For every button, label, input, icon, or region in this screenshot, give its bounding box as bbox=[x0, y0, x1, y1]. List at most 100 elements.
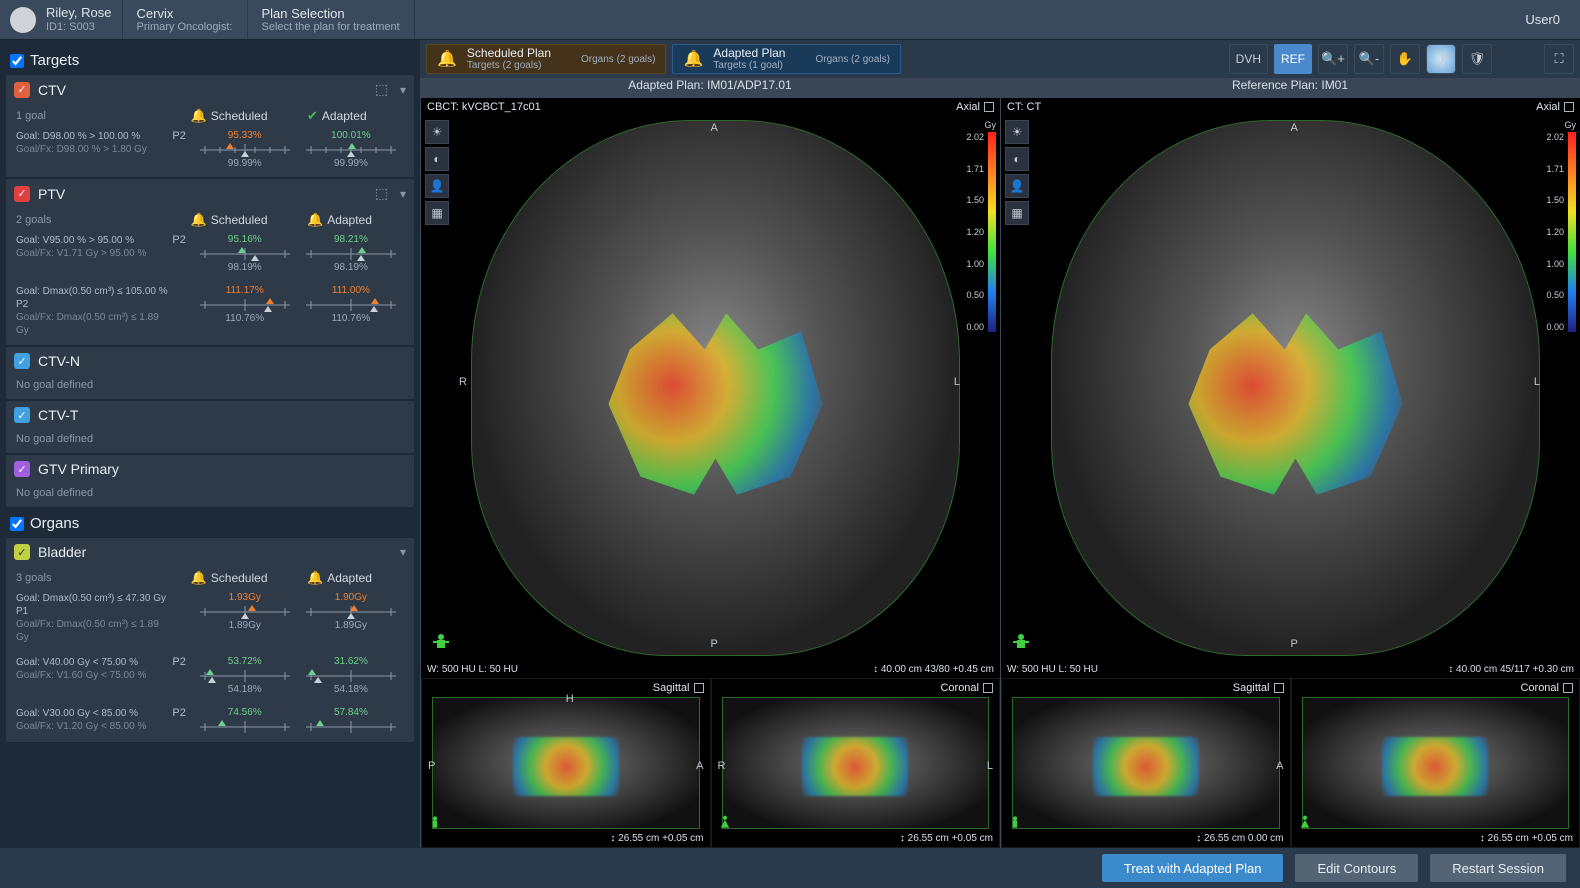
body-tool[interactable]: 👤 bbox=[1005, 174, 1029, 198]
pane-info: ↕ 26.55 cm +0.05 cm bbox=[900, 833, 993, 844]
organs-checkbox[interactable] bbox=[10, 517, 24, 531]
targets-checkbox[interactable] bbox=[10, 54, 24, 68]
check-icon: ✔ bbox=[307, 108, 318, 124]
contrast-tool[interactable]: ◐ bbox=[425, 147, 449, 171]
side-tools: ☀ ◐ 👤 ▦ bbox=[425, 120, 449, 225]
ctvt-head[interactable]: ✓ CTV-T bbox=[6, 401, 414, 429]
dose-overlay bbox=[513, 737, 619, 796]
maximize-icon[interactable] bbox=[1274, 683, 1284, 693]
ptv-goals: 2 goals bbox=[16, 214, 191, 226]
cube-icon[interactable]: ⬚ bbox=[375, 81, 388, 98]
ctvt-name: CTV-T bbox=[38, 407, 406, 423]
maximize-icon[interactable] bbox=[984, 102, 994, 112]
ctv-head[interactable]: ✓ CTV ⬚ ▾ bbox=[6, 75, 414, 104]
sagittal-pane-right[interactable]: Sagittal A ↕ 26.55 cm 0.00 cm bbox=[1001, 678, 1291, 848]
zoom-out-button[interactable]: 🔍- bbox=[1354, 44, 1384, 74]
contrast-tool[interactable]: ◐ bbox=[1005, 147, 1029, 171]
view-area: 🔔 Scheduled PlanTargets (2 goals) Organs… bbox=[420, 40, 1580, 848]
cube-icon[interactable]: ⬚ bbox=[375, 185, 388, 202]
treat-button[interactable]: Treat with Adapted Plan bbox=[1102, 854, 1284, 882]
pane-orient-label: Sagittal bbox=[653, 682, 690, 694]
adapted-plan-tab[interactable]: 🔔 Adapted PlanTargets (1 goal) Organs (2… bbox=[672, 44, 900, 74]
ctvn-checkbox[interactable]: ✓ bbox=[14, 353, 30, 369]
zoom-in-button[interactable]: 🔍+ bbox=[1318, 44, 1348, 74]
bladder-head[interactable]: ✓ Bladder ▾ bbox=[6, 538, 414, 566]
side-tools: ☀ ◐ 👤 ▦ bbox=[1005, 120, 1029, 225]
gtv-checkbox[interactable]: ✓ bbox=[14, 461, 30, 477]
dose-overlay bbox=[802, 737, 908, 796]
no-goal-label: No goal defined bbox=[6, 483, 414, 507]
patient-id: ID1: S003 bbox=[46, 21, 112, 34]
ctvn-head[interactable]: ✓CTV-N bbox=[6, 347, 414, 375]
bell-icon: 🔔 bbox=[191, 570, 207, 586]
pane-info: ↕ 26.55 cm +0.05 cm bbox=[1480, 833, 1573, 844]
ct-image bbox=[1012, 697, 1280, 829]
chevron-down-icon[interactable]: ▾ bbox=[400, 545, 406, 559]
pane-info: ↕ 26.55 cm 0.00 cm bbox=[1196, 833, 1283, 844]
orient-l: L bbox=[1534, 376, 1540, 388]
maximize-icon[interactable] bbox=[694, 683, 704, 693]
structure-ctvn: ✓CTV-N No goal defined bbox=[6, 347, 414, 399]
dose-colorbar: Gy 2.021.711.501.201.000.500.00 bbox=[1544, 120, 1576, 332]
brightness-tool[interactable]: ☀ bbox=[1005, 120, 1029, 144]
goal-line1: Goal: Dmax(0.50 cm³) ≤ 105.00 % P2 bbox=[16, 285, 172, 311]
brightness-tool[interactable]: ☀ bbox=[425, 120, 449, 144]
site-label: Cervix bbox=[137, 6, 233, 21]
edit-contours-button[interactable]: Edit Contours bbox=[1295, 854, 1418, 882]
shield-outline-button[interactable]: 🛡 bbox=[1462, 44, 1492, 74]
maximize-icon[interactable] bbox=[1563, 683, 1573, 693]
structure-bladder: ✓ Bladder ▾ 3 goals 🔔Scheduled 🔔Adapted … bbox=[6, 538, 414, 742]
sidebar[interactable]: Targets ✓ CTV ⬚ ▾ 1 goal 🔔Scheduled ✔Ada… bbox=[0, 40, 420, 848]
shield-icon: 🛡 bbox=[1433, 51, 1450, 67]
maximize-icon[interactable] bbox=[1564, 102, 1574, 112]
orient-p: P bbox=[711, 638, 718, 650]
coronal-pane-left[interactable]: Coronal R L ↕ 26.55 cm +0.05 cm bbox=[711, 678, 1001, 848]
pane-title: CT: CT bbox=[1007, 101, 1041, 113]
coronal-pane-right[interactable]: Coronal ↕ 26.55 cm +0.05 cm bbox=[1291, 678, 1580, 848]
axial-pane-left[interactable]: CBCT: kVCBCT_17c01 Axial ☀ ◐ 👤 ▦ A R L P… bbox=[421, 98, 1000, 678]
patient-name: Riley, Rose bbox=[46, 5, 112, 21]
select-region-button[interactable]: ⛶ bbox=[1544, 44, 1574, 74]
sagittal-pane-left[interactable]: Sagittal H P A ↕ 26.55 cm +0.05 cm bbox=[421, 678, 711, 848]
no-goal-label: No goal defined bbox=[6, 375, 414, 399]
goal-line2: Goal/Fx: V1.20 Gy < 85.00 % bbox=[16, 720, 172, 733]
orient-a: A bbox=[1276, 760, 1283, 772]
axial-pane-right[interactable]: CT: CT Axial ☀ ◐ 👤 ▦ A L P Gy bbox=[1001, 98, 1580, 678]
bell-icon: 🔔 bbox=[307, 570, 323, 586]
maximize-icon[interactable] bbox=[983, 683, 993, 693]
ctv-checkbox[interactable]: ✓ bbox=[14, 82, 30, 98]
scheduled-plan-tab[interactable]: 🔔 Scheduled PlanTargets (2 goals) Organs… bbox=[426, 44, 666, 74]
viewer-left: CBCT: kVCBCT_17c01 Axial ☀ ◐ 👤 ▦ A R L P… bbox=[420, 98, 1000, 848]
plan-tabs-bar: 🔔 Scheduled PlanTargets (2 goals) Organs… bbox=[420, 40, 1580, 78]
plan-tab-organs: Organs (2 goals) bbox=[581, 54, 655, 65]
structure-tool[interactable]: ▦ bbox=[1005, 201, 1029, 225]
chevron-down-icon[interactable]: ▾ bbox=[400, 187, 406, 201]
ct-image bbox=[722, 697, 990, 829]
pane-wl: W: 500 HU L: 50 HU bbox=[1007, 664, 1098, 675]
organs-label: Organs bbox=[30, 515, 79, 532]
adapted-header: 🔔Adapted bbox=[307, 570, 404, 586]
ref-button[interactable]: REF bbox=[1274, 44, 1312, 74]
pan-button[interactable]: ✋ bbox=[1390, 44, 1420, 74]
gtv-head[interactable]: ✓GTV Primary bbox=[6, 455, 414, 483]
shield-filled-button[interactable]: 🛡 bbox=[1426, 44, 1456, 74]
body-tool[interactable]: 👤 bbox=[425, 174, 449, 198]
hand-icon: ✋ bbox=[1397, 51, 1413, 67]
organs-section-head[interactable]: Organs bbox=[6, 509, 414, 538]
ptv-name: PTV bbox=[38, 186, 367, 202]
ctvt-checkbox[interactable]: ✓ bbox=[14, 407, 30, 423]
user-label[interactable]: User0 bbox=[1505, 0, 1580, 39]
structure-tool[interactable]: ▦ bbox=[425, 201, 449, 225]
action-bar: Treat with Adapted Plan Edit Contours Re… bbox=[0, 848, 1580, 888]
dose-colorbar: Gy 2.021.711.501.201.000.500.00 bbox=[964, 120, 996, 332]
dvh-button[interactable]: DVH bbox=[1229, 44, 1268, 74]
targets-label: Targets bbox=[30, 52, 79, 69]
goal-line1: Goal: D98.00 % > 100.00 % bbox=[16, 130, 172, 143]
bladder-checkbox[interactable]: ✓ bbox=[14, 544, 30, 560]
chevron-down-icon[interactable]: ▾ bbox=[400, 83, 406, 97]
site-block: Cervix Primary Oncologist: bbox=[123, 0, 248, 39]
targets-section-head[interactable]: Targets bbox=[6, 46, 414, 75]
ptv-checkbox[interactable]: ✓ bbox=[14, 186, 30, 202]
ptv-head[interactable]: ✓ PTV ⬚ ▾ bbox=[6, 179, 414, 208]
restart-session-button[interactable]: Restart Session bbox=[1430, 854, 1566, 882]
